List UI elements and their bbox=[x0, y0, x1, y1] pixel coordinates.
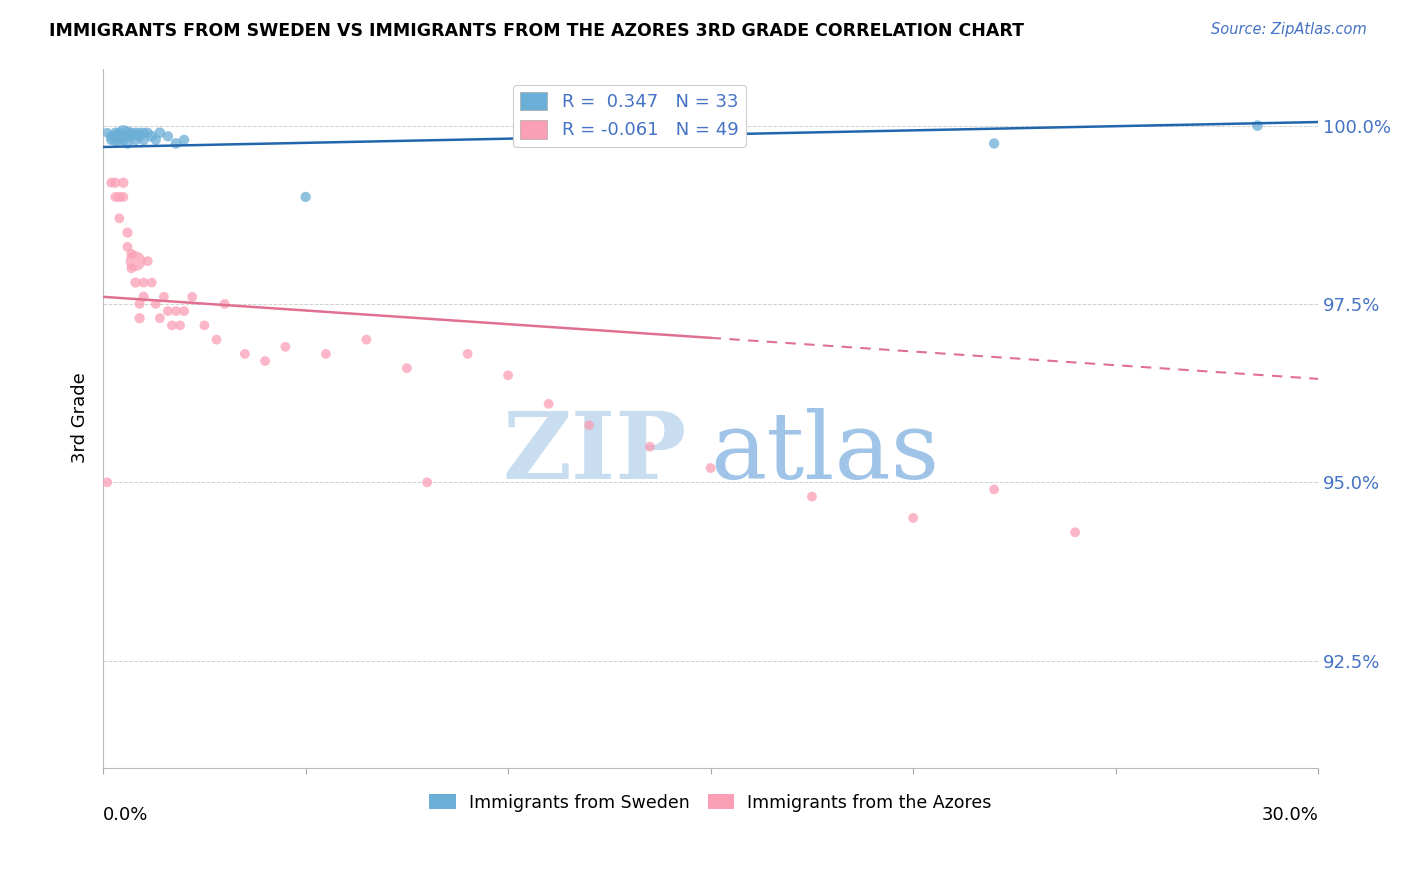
Point bbox=[496, 368, 519, 383]
Point bbox=[108, 129, 131, 144]
Point bbox=[699, 461, 721, 475]
Point bbox=[117, 126, 139, 140]
Point bbox=[416, 475, 439, 490]
Point bbox=[136, 126, 159, 140]
Point bbox=[294, 190, 316, 204]
Point bbox=[96, 475, 118, 490]
Point bbox=[124, 254, 146, 268]
Point bbox=[104, 129, 127, 144]
Point bbox=[1064, 525, 1087, 540]
Point bbox=[108, 133, 131, 147]
Point bbox=[173, 133, 195, 147]
Point bbox=[104, 126, 127, 140]
Point bbox=[124, 133, 146, 147]
Point bbox=[104, 176, 127, 190]
Point bbox=[145, 133, 167, 147]
Point bbox=[156, 129, 179, 144]
Point bbox=[165, 136, 187, 151]
Point bbox=[124, 126, 146, 140]
Point bbox=[104, 133, 127, 147]
Point bbox=[112, 176, 135, 190]
Point bbox=[100, 129, 122, 144]
Point bbox=[193, 318, 215, 333]
Point bbox=[132, 126, 155, 140]
Point bbox=[578, 418, 600, 433]
Point bbox=[165, 304, 187, 318]
Text: 30.0%: 30.0% bbox=[1261, 806, 1319, 824]
Point bbox=[112, 133, 135, 147]
Point bbox=[145, 297, 167, 311]
Point bbox=[117, 226, 139, 240]
Point bbox=[121, 129, 143, 144]
Point bbox=[395, 361, 418, 376]
Point bbox=[214, 297, 236, 311]
Point bbox=[1246, 119, 1268, 133]
Point bbox=[315, 347, 337, 361]
Text: IMMIGRANTS FROM SWEDEN VS IMMIGRANTS FROM THE AZORES 3RD GRADE CORRELATION CHART: IMMIGRANTS FROM SWEDEN VS IMMIGRANTS FRO… bbox=[49, 22, 1024, 40]
Point bbox=[457, 347, 479, 361]
Point bbox=[983, 136, 1005, 151]
Point bbox=[356, 333, 378, 347]
Point bbox=[100, 176, 122, 190]
Point bbox=[141, 129, 163, 144]
Text: ZIP: ZIP bbox=[502, 408, 686, 498]
Point bbox=[108, 190, 131, 204]
Point bbox=[128, 129, 150, 144]
Y-axis label: 3rd Grade: 3rd Grade bbox=[72, 373, 89, 464]
Point bbox=[112, 126, 135, 140]
Point bbox=[136, 254, 159, 268]
Text: Source: ZipAtlas.com: Source: ZipAtlas.com bbox=[1211, 22, 1367, 37]
Point bbox=[160, 318, 183, 333]
Point bbox=[205, 333, 228, 347]
Point bbox=[112, 190, 135, 204]
Text: 0.0%: 0.0% bbox=[103, 806, 149, 824]
Point bbox=[100, 133, 122, 147]
Point bbox=[121, 261, 143, 276]
Point bbox=[121, 247, 143, 261]
Point bbox=[149, 126, 172, 140]
Point bbox=[108, 126, 131, 140]
Point bbox=[800, 490, 823, 504]
Point bbox=[173, 304, 195, 318]
Point bbox=[638, 440, 661, 454]
Point bbox=[274, 340, 297, 354]
Point bbox=[128, 297, 150, 311]
Point bbox=[169, 318, 191, 333]
Point bbox=[132, 276, 155, 290]
Point bbox=[104, 190, 127, 204]
Point bbox=[153, 290, 176, 304]
Point bbox=[141, 276, 163, 290]
Point bbox=[124, 276, 146, 290]
Point bbox=[128, 311, 150, 326]
Point bbox=[117, 240, 139, 254]
Point bbox=[537, 397, 560, 411]
Point bbox=[901, 511, 924, 525]
Point bbox=[983, 483, 1005, 497]
Point bbox=[112, 129, 135, 144]
Text: atlas: atlas bbox=[710, 408, 939, 498]
Point bbox=[108, 211, 131, 226]
Point bbox=[117, 129, 139, 144]
Legend: Immigrants from Sweden, Immigrants from the Azores: Immigrants from Sweden, Immigrants from … bbox=[423, 787, 998, 819]
Point bbox=[117, 136, 139, 151]
Point bbox=[128, 126, 150, 140]
Point bbox=[156, 304, 179, 318]
Point bbox=[121, 126, 143, 140]
Point bbox=[96, 126, 118, 140]
Point bbox=[181, 290, 204, 304]
Point bbox=[132, 290, 155, 304]
Point bbox=[132, 133, 155, 147]
Point bbox=[233, 347, 256, 361]
Point bbox=[149, 311, 172, 326]
Point bbox=[254, 354, 277, 368]
